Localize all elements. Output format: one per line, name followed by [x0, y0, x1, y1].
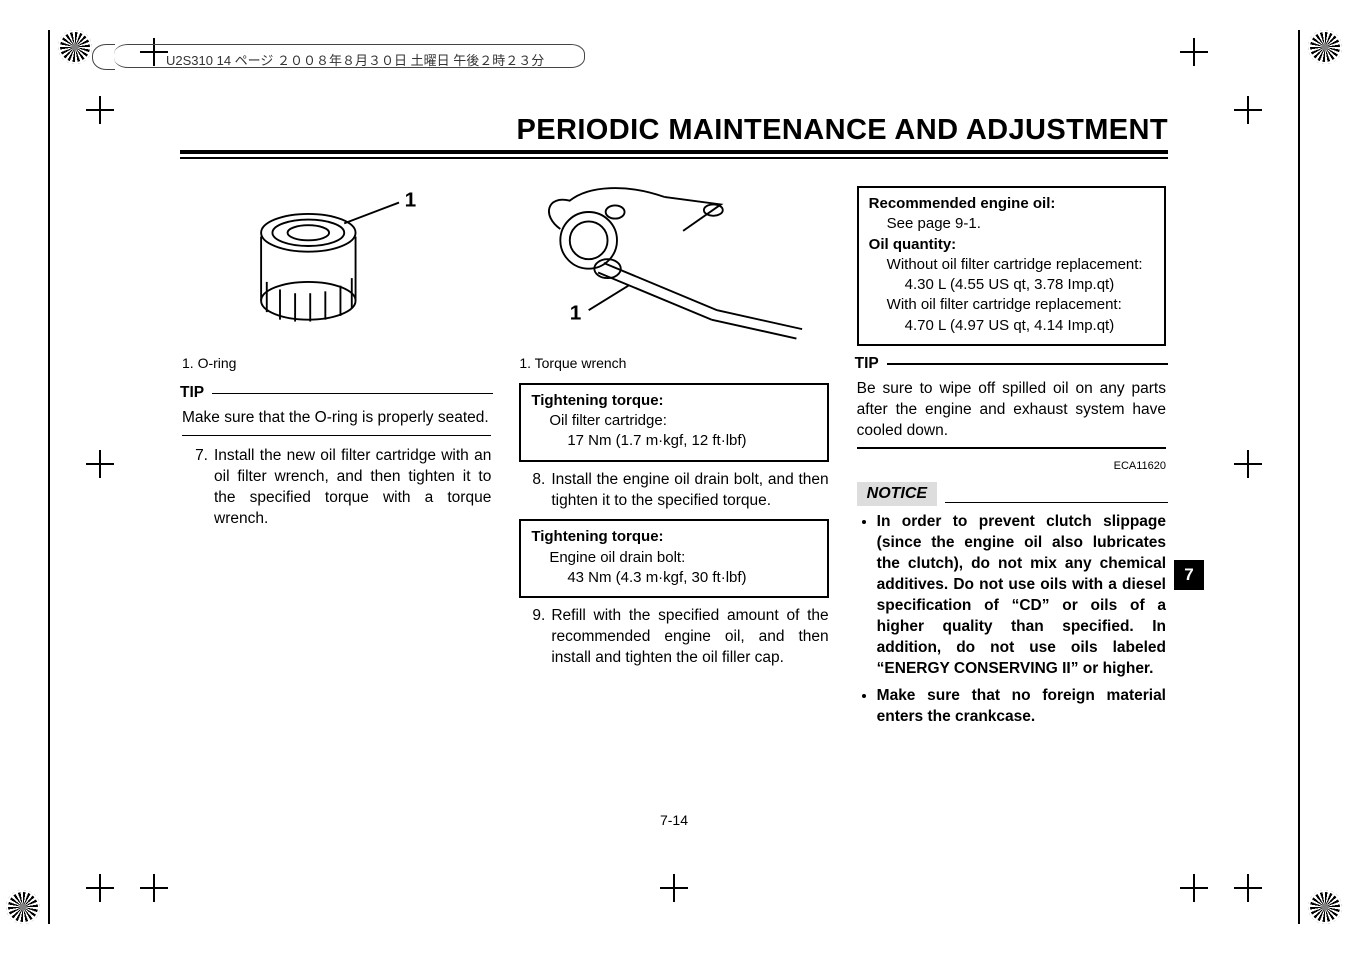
- page-title: PERIODIC MAINTENANCE AND ADJUSTMENT: [180, 114, 1168, 147]
- tip-heading: TIP: [180, 383, 493, 404]
- tip-label: TIP: [855, 354, 879, 375]
- crop-mark: [86, 96, 114, 124]
- crop-mark: [1180, 38, 1208, 66]
- crop-mark: [1234, 96, 1262, 124]
- tip-rule-end: [182, 435, 491, 437]
- column-1: 1 1. O-ring TIP Make sure that the O-rin…: [180, 178, 493, 804]
- box-label: Recommended engine oil:: [869, 194, 1154, 214]
- torque-wrench-illustration: 1: [517, 178, 830, 348]
- step-text: Install the new oil filter cartridge wit…: [214, 446, 491, 530]
- box-value: 4.30 L (4.55 US qt, 3.78 Imp.qt): [905, 275, 1154, 295]
- box-value: 17 Nm (1.7 m·kgf, 12 ft·lbf): [567, 431, 816, 451]
- notice-bullets: In order to prevent clutch slippage (sin…: [857, 512, 1166, 727]
- figure-o-ring: 1: [180, 178, 493, 348]
- tip-rule-end: [857, 447, 1166, 449]
- tip-text: Make sure that the O-ring is properly se…: [182, 408, 491, 429]
- box-label: Oil quantity:: [869, 235, 1154, 255]
- step-number: 8.: [519, 470, 545, 512]
- box-item: Engine oil drain bolt:: [549, 548, 816, 568]
- reg-disc-bl: [6, 890, 40, 924]
- notice-rule: [945, 502, 1168, 504]
- box-label: Tightening torque:: [531, 391, 816, 411]
- figure2-callout-num: 1: [570, 302, 582, 325]
- figure2-caption: 1. Torque wrench: [519, 354, 828, 373]
- reg-disc-br: [1308, 890, 1342, 924]
- section-tab: 7: [1174, 560, 1204, 590]
- figure1-callout-num: 1: [405, 188, 417, 211]
- box-line: Without oil filter cartridge replacement…: [887, 255, 1154, 275]
- torque-box-filter: Tightening torque: Oil filter cartridge:…: [519, 383, 828, 462]
- box-value: 4.70 L (4.97 US qt, 4.14 Imp.qt): [905, 316, 1154, 336]
- figure1-caption: 1. O-ring: [182, 354, 491, 373]
- step-8: 8. Install the engine oil drain bolt, an…: [519, 470, 828, 512]
- frame-line: [1298, 30, 1300, 924]
- box-line: With oil filter cartridge replacement:: [887, 295, 1154, 315]
- step-text: Install the engine oil drain bolt, and t…: [551, 470, 828, 512]
- tip-heading: TIP: [855, 354, 1168, 375]
- box-item: Oil filter cartridge:: [549, 411, 816, 431]
- step-number: 9.: [519, 606, 545, 669]
- tip-rule: [212, 393, 493, 395]
- step-9: 9. Refill with the specified amount of t…: [519, 606, 828, 669]
- tip-label: TIP: [180, 383, 204, 404]
- reference-code: ECA11620: [857, 459, 1166, 474]
- tip-rule: [887, 363, 1168, 365]
- crop-mark: [86, 450, 114, 478]
- section-tab-label: 7: [1184, 565, 1193, 585]
- reg-disc-tl: [58, 30, 92, 64]
- step-number: 7.: [182, 446, 208, 530]
- step-text: Refill with the specified amount of the …: [551, 606, 828, 669]
- box-value: 43 Nm (4.3 m·kgf, 30 ft·lbf): [567, 568, 816, 588]
- title-underline: [180, 150, 1168, 159]
- column-3: Recommended engine oil: See page 9-1. Oi…: [855, 178, 1168, 804]
- step-7: 7. Install the new oil filter cartridge …: [182, 446, 491, 530]
- crop-mark: [140, 874, 168, 902]
- tip-text: Be sure to wipe off spilled oil on any p…: [857, 379, 1166, 442]
- header-meta-text: U2S310 14 ページ ２００８年８月３０日 土曜日 午後２時２３分: [166, 50, 544, 69]
- column-2: 1 1. Torque wrench Tightening torque: Oi…: [517, 178, 830, 804]
- oil-spec-box: Recommended engine oil: See page 9-1. Oi…: [857, 186, 1166, 346]
- notice-heading: NOTICE: [855, 474, 1168, 507]
- page-number: 7-14: [660, 812, 688, 828]
- header-meta: U2S310 14 ページ ２００８年８月３０日 土曜日 午後２時２３分: [166, 50, 544, 69]
- crop-mark: [1234, 874, 1262, 902]
- reg-disc-tr: [1308, 30, 1342, 64]
- crop-mark: [660, 874, 688, 902]
- crop-mark: [86, 874, 114, 902]
- notice-label: NOTICE: [857, 482, 937, 507]
- o-ring-illustration: 1: [180, 178, 493, 348]
- content-columns: 1 1. O-ring TIP Make sure that the O-rin…: [180, 178, 1168, 804]
- box-label: Tightening torque:: [531, 527, 816, 547]
- notice-bullet: In order to prevent clutch slippage (sin…: [877, 512, 1166, 679]
- frame-line: [48, 30, 50, 924]
- figure-torque-wrench: 1: [517, 178, 830, 348]
- notice-bullet: Make sure that no foreign material enter…: [877, 686, 1166, 728]
- crop-mark: [1180, 874, 1208, 902]
- crop-mark: [1234, 450, 1262, 478]
- torque-box-drainbolt: Tightening torque: Engine oil drain bolt…: [519, 519, 828, 598]
- box-line: See page 9-1.: [887, 214, 1154, 234]
